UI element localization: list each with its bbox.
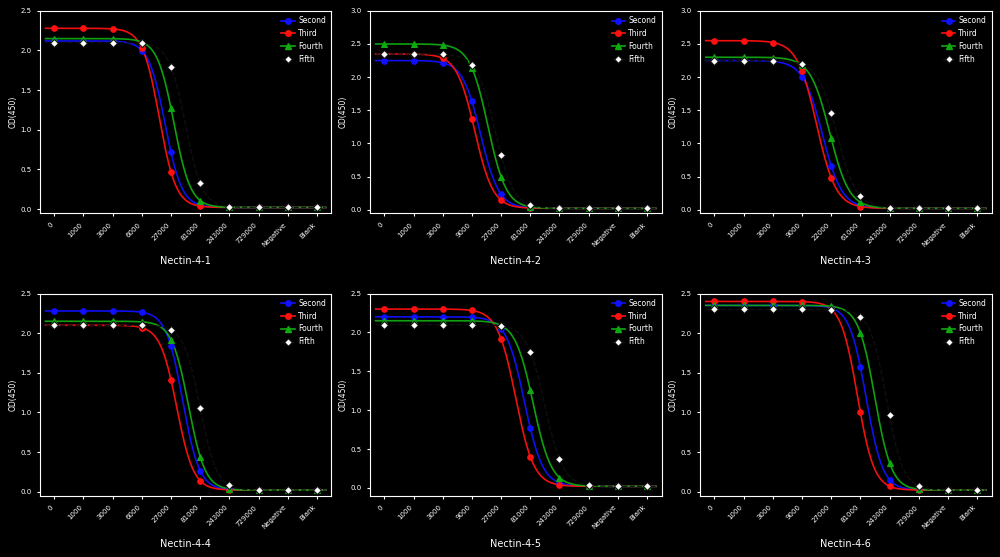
Legend: Second, Third, Fourth, Fifth: Second, Third, Fourth, Fifth xyxy=(940,14,988,65)
Legend: Second, Third, Fourth, Fifth: Second, Third, Fourth, Fifth xyxy=(610,297,658,348)
X-axis label: Nectin-4-2: Nectin-4-2 xyxy=(490,256,541,266)
Y-axis label: OD(450): OD(450) xyxy=(338,96,347,128)
X-axis label: Nectin-4-1: Nectin-4-1 xyxy=(160,256,211,266)
Y-axis label: OD(450): OD(450) xyxy=(338,378,347,411)
Y-axis label: OD(450): OD(450) xyxy=(8,96,17,128)
X-axis label: Nectin-4-6: Nectin-4-6 xyxy=(820,539,871,549)
X-axis label: Nectin-4-3: Nectin-4-3 xyxy=(820,256,871,266)
Legend: Second, Third, Fourth, Fifth: Second, Third, Fourth, Fifth xyxy=(280,297,328,348)
Legend: Second, Third, Fourth, Fifth: Second, Third, Fourth, Fifth xyxy=(280,14,328,65)
Y-axis label: OD(450): OD(450) xyxy=(669,96,678,128)
Y-axis label: OD(450): OD(450) xyxy=(669,378,678,411)
Y-axis label: OD(450): OD(450) xyxy=(8,378,17,411)
X-axis label: Nectin-4-5: Nectin-4-5 xyxy=(490,539,541,549)
X-axis label: Nectin-4-4: Nectin-4-4 xyxy=(160,539,211,549)
Legend: Second, Third, Fourth, Fifth: Second, Third, Fourth, Fifth xyxy=(610,14,658,65)
Legend: Second, Third, Fourth, Fifth: Second, Third, Fourth, Fifth xyxy=(940,297,988,348)
